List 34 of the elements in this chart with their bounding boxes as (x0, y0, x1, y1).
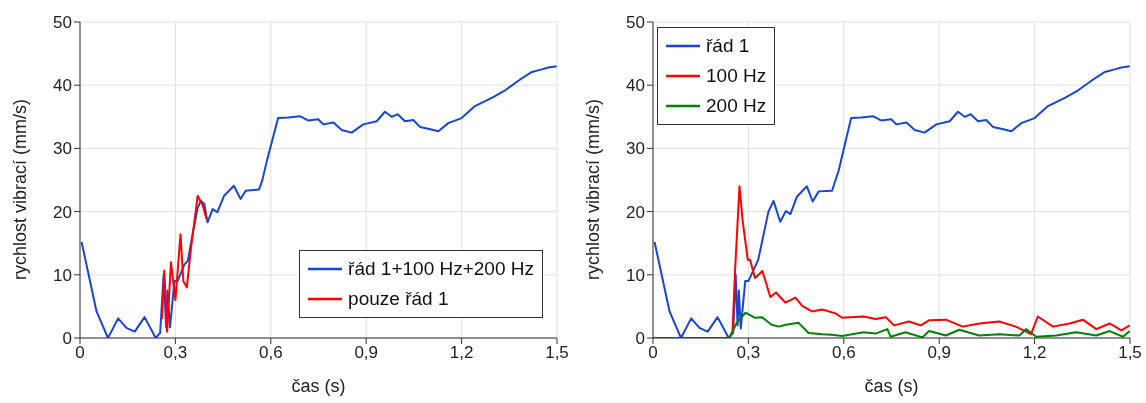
y-tick-label: 0 (62, 329, 72, 349)
x-tick-label: 1,2 (1022, 343, 1047, 363)
x-tick-label: 0,6 (258, 343, 283, 363)
line-series (161, 194, 208, 333)
x-tick-label: 0 (648, 343, 658, 363)
x-tick-label: 0,6 (831, 343, 856, 363)
x-axis-title: čas (s) (291, 376, 346, 396)
x-tick-label: 0,3 (736, 343, 761, 363)
y-axis-title: rychlost vibrací (mm/s) (10, 98, 31, 280)
x-tick-label: 1,2 (449, 343, 474, 363)
legend-label: řád 1+100 Hz+200 Hz (348, 257, 534, 281)
y-tick-label: 30 (626, 139, 645, 159)
y-tick-label: 50 (53, 13, 72, 33)
y-tick-label: 30 (53, 139, 72, 159)
legend-label: pouze řád 1 (348, 287, 449, 311)
y-tick-label: 50 (626, 13, 645, 33)
y-tick-label: 10 (626, 265, 645, 285)
y-tick-label: 10 (53, 265, 72, 285)
legend-label: řád 1 (706, 34, 750, 58)
y-tick-label: 40 (626, 76, 645, 96)
y-axis-title: rychlost vibrací (mm/s) (583, 98, 604, 280)
x-axis-title: čas (s) (864, 376, 919, 396)
y-tick-label: 20 (626, 202, 645, 222)
legend-label: 200 Hz (706, 94, 767, 118)
legend-label: 100 Hz (706, 64, 767, 88)
y-tick-label: 0 (635, 329, 645, 349)
x-tick-label: 0 (75, 343, 85, 363)
x-tick-label: 0,9 (927, 343, 952, 363)
x-tick-label: 0,3 (163, 343, 188, 363)
y-tick-label: 40 (53, 76, 72, 96)
x-tick-label: 1,5 (545, 343, 569, 363)
x-tick-label: 0,9 (354, 343, 379, 363)
y-tick-label: 20 (53, 202, 72, 222)
x-tick-label: 1,5 (1118, 343, 1142, 363)
